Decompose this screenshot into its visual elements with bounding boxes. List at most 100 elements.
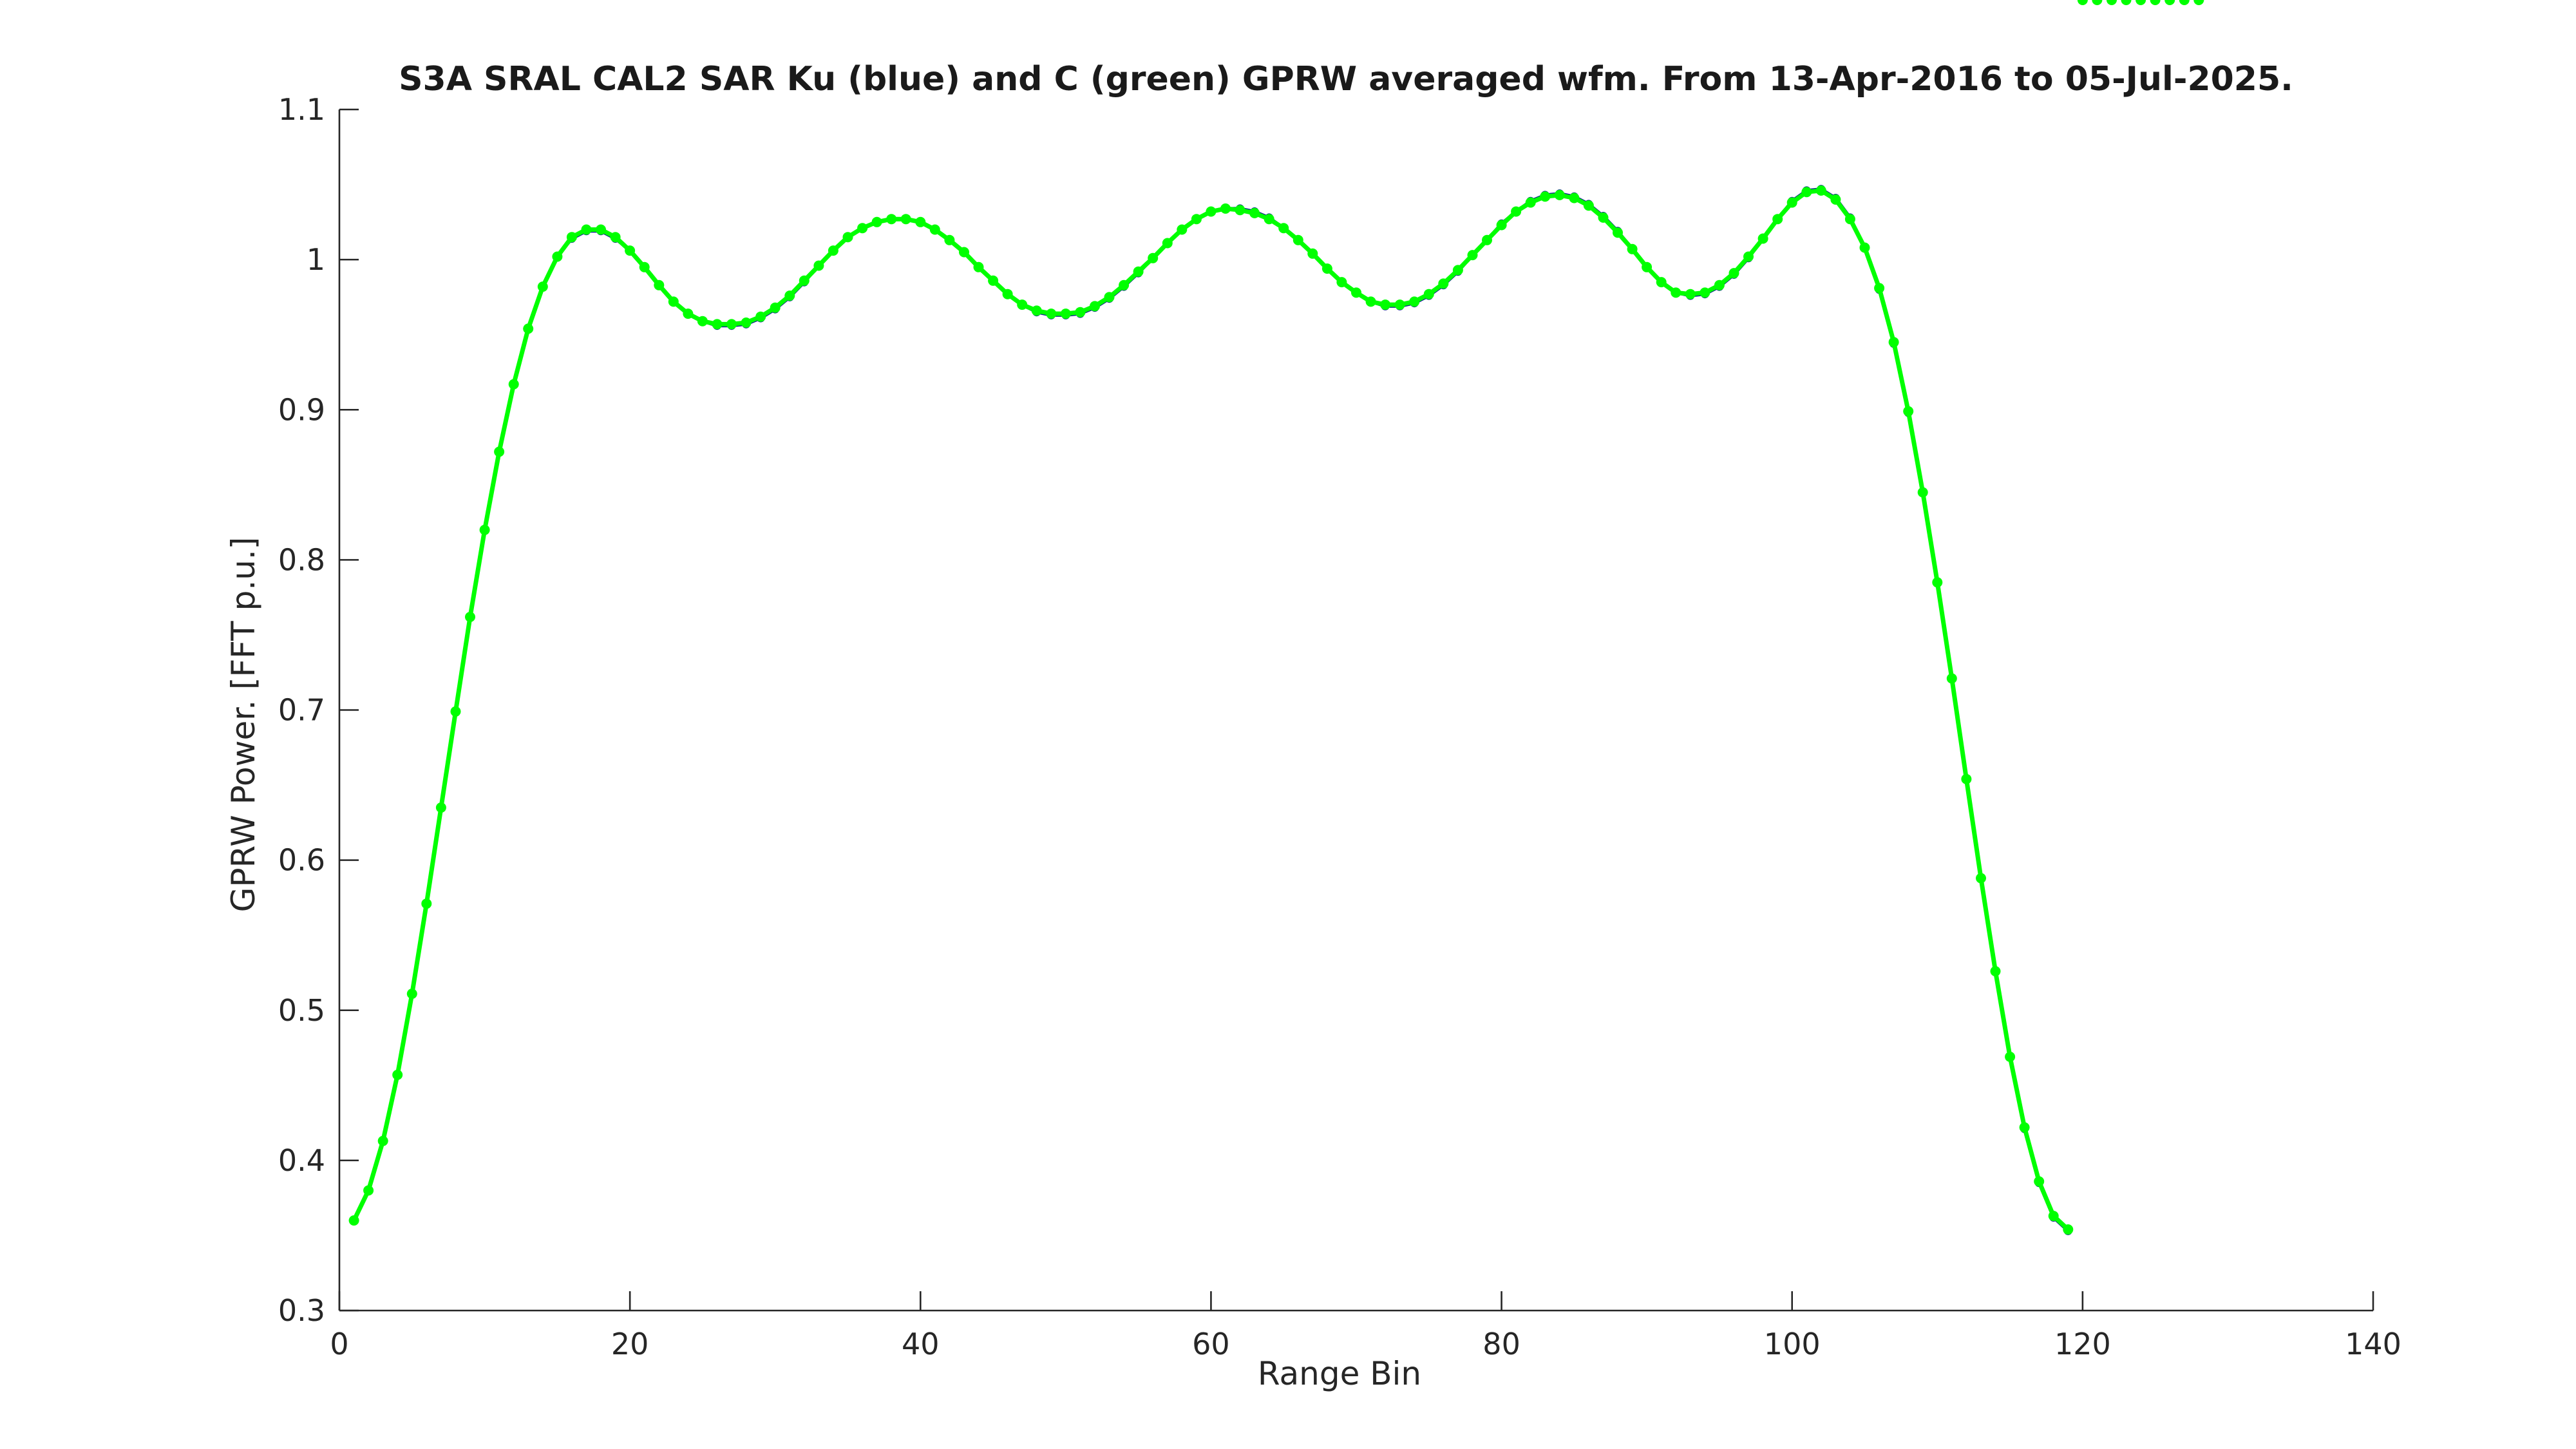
series-2-point (770, 302, 781, 313)
series-2-point (2179, 0, 2190, 5)
series-2-point (1046, 308, 1057, 319)
series-2-point (1728, 268, 1739, 279)
series-2-point (1060, 308, 1071, 319)
series-2-point (479, 524, 490, 535)
series-2-point (1830, 194, 1841, 205)
series-2-point (1613, 227, 1623, 238)
series-2-point (1786, 197, 1797, 208)
series-2-point (2005, 1052, 2016, 1062)
series-2-point (813, 260, 824, 271)
series-2-point (1119, 279, 1130, 290)
series-2-point (900, 214, 911, 225)
y-tick-label: 0.3 (278, 1293, 325, 1328)
x-tick-label: 0 (330, 1327, 348, 1361)
series-2-point (1844, 214, 1855, 225)
series-2-point (2121, 0, 2132, 5)
series-2-point (1191, 214, 1202, 225)
series-2-point (639, 261, 650, 272)
x-tick-label: 120 (2054, 1327, 2111, 1361)
x-tick-label: 100 (1764, 1327, 1821, 1361)
series-2-point (596, 224, 606, 235)
series-2-point (973, 261, 984, 272)
series-2-point (1700, 287, 1710, 298)
chart-title: S3A SRAL CAL2 SAR Ku (blue) and C (green… (399, 60, 2293, 99)
series-2-point (1714, 279, 1725, 290)
series-2-point (1757, 233, 1768, 244)
series-2-point (741, 317, 752, 328)
series-2-point (2077, 0, 2088, 5)
series-2-point (2107, 0, 2117, 5)
series-2-point (654, 279, 665, 290)
x-tick-label: 20 (611, 1327, 649, 1361)
series-2-point (1917, 487, 1928, 498)
series-2-point (828, 245, 838, 256)
series-2-point (1642, 261, 1653, 272)
series-2-point (377, 1135, 388, 1146)
y-tick-label: 0.8 (278, 542, 325, 577)
series-2-point (581, 224, 592, 235)
series-2-point (1220, 203, 1231, 214)
series-2-point (1249, 207, 1260, 218)
series-2-point (799, 275, 810, 286)
series-2-point (406, 989, 417, 999)
series-2-point (1859, 242, 1870, 253)
series-2-point (1874, 283, 1885, 294)
series-2-point (1307, 248, 1318, 259)
series-2-point (1133, 266, 1144, 277)
series-2-point (2193, 0, 2204, 5)
series-2-point (2034, 1176, 2045, 1187)
series-2-point (1932, 577, 1943, 588)
series-2-point (915, 216, 926, 227)
series-2-point (2136, 0, 2146, 5)
series-2-point (1075, 307, 1086, 317)
series-2-point (450, 706, 461, 717)
series-2-point (2092, 0, 2103, 5)
series-2-point (1946, 673, 1957, 684)
y-tick-label: 0.4 (278, 1143, 325, 1178)
y-tick-label: 0.5 (278, 993, 325, 1028)
series-2-point (1598, 212, 1609, 223)
series-2-point (1438, 278, 1449, 289)
series-2-point (857, 223, 868, 234)
series-2-point (2048, 1211, 2059, 1222)
x-tick-label: 60 (1192, 1327, 1230, 1361)
series-2-point (1002, 289, 1013, 299)
series-2-point (944, 234, 955, 245)
series-2-point (1961, 773, 1972, 784)
series-2-point (1815, 185, 1826, 196)
series-2-point (1743, 251, 1754, 262)
series-2-point (1525, 197, 1536, 208)
x-axis-label: Range Bin (1258, 1355, 1421, 1392)
series-2-point (1976, 873, 1986, 884)
series-2-point (1888, 337, 1899, 348)
series-2-point (1235, 205, 1245, 216)
series-2-point (988, 275, 999, 286)
series-2-point (1452, 265, 1463, 276)
series-2-point (1496, 220, 1507, 231)
series-2-point (1583, 200, 1594, 211)
series-2-point (421, 898, 432, 909)
series-2-point (1540, 191, 1551, 202)
series-2-point (363, 1185, 374, 1196)
series-2-point (1264, 214, 1274, 225)
series-2-point (1365, 296, 1376, 307)
series-2-point (1090, 301, 1100, 312)
series-2-point (508, 379, 519, 390)
series-2-point (1467, 250, 1478, 261)
y-axis-label: GPRW Power. [FFT p.u.] (225, 537, 262, 913)
series-2-point (1104, 292, 1115, 303)
series-2-point (392, 1070, 403, 1080)
series-2-point (1482, 234, 1492, 245)
series-2-point (610, 232, 621, 243)
x-tick-label: 80 (1482, 1327, 1520, 1361)
series-2-point (1801, 187, 1812, 198)
series-2-point (1206, 206, 1217, 217)
series-2-point (2150, 0, 2161, 5)
series-2-point (465, 612, 475, 622)
series-2-point (552, 251, 563, 262)
series-2-point (1162, 238, 1173, 249)
series-2-point (1772, 214, 1783, 225)
series-2-point (1554, 189, 1565, 200)
series-2-point (697, 316, 708, 327)
